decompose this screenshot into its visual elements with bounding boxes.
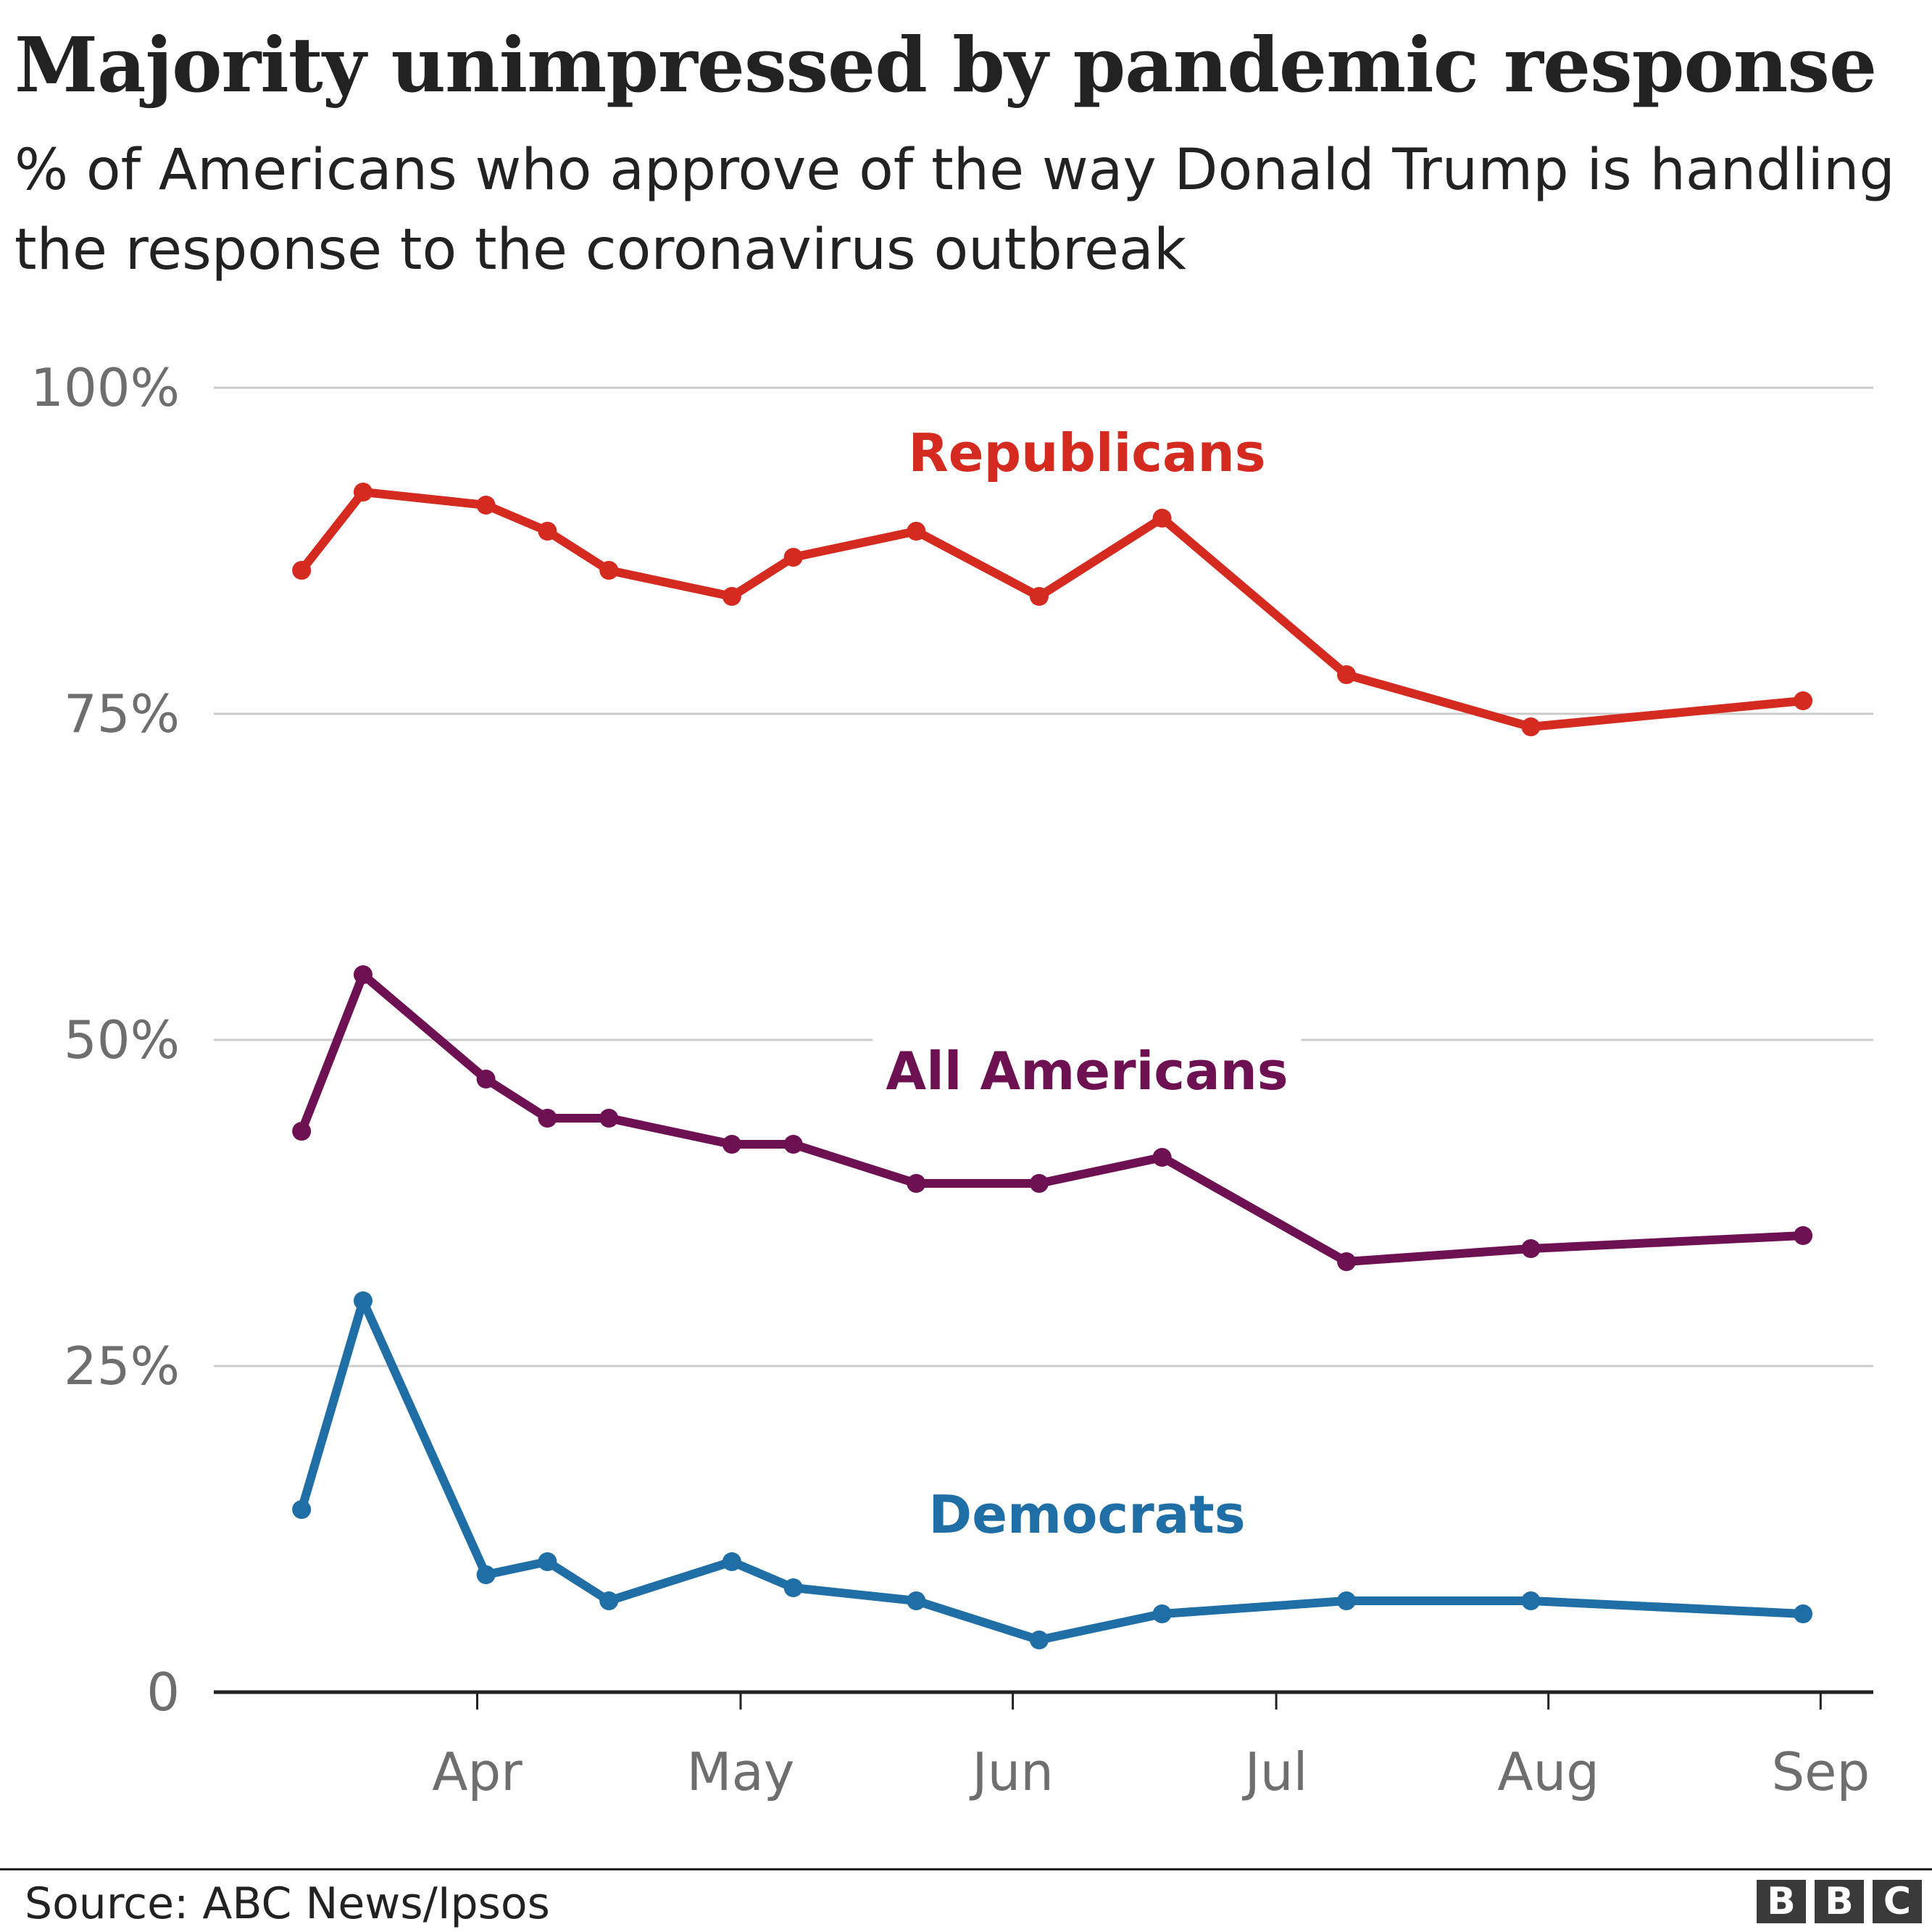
- data-point-all-americans-2020-06-18: [1152, 1148, 1172, 1167]
- series-label-background-republicans: [895, 418, 1279, 488]
- x-tick-label-apr: Apr: [432, 1741, 522, 1802]
- data-point-all-americans-2020-04-16: [599, 1109, 619, 1128]
- data-point-democrats-2020-05-21: [907, 1591, 926, 1610]
- data-point-democrats-2020-03-19: [353, 1291, 372, 1310]
- series: [292, 483, 1813, 1649]
- data-point-democrats-2020-05-07: [783, 1578, 803, 1597]
- data-point-republicans-2020-07-30: [1521, 717, 1541, 736]
- data-point-all-americans-2020-08-30: [1794, 1226, 1813, 1245]
- x-tick-label-aug: Aug: [1497, 1741, 1599, 1802]
- data-point-republicans-2020-03-12: [292, 561, 312, 580]
- data-point-republicans-2020-06-18: [1152, 509, 1172, 528]
- bbc-logo-letter-b1: B: [1757, 1880, 1806, 1923]
- y-tick-label-75: 75%: [64, 683, 180, 744]
- data-point-all-americans-2020-07-09: [1337, 1252, 1357, 1271]
- data-point-republicans-2020-04-09: [538, 522, 557, 541]
- data-point-democrats-2020-06-04: [1029, 1631, 1049, 1649]
- series-labels: Republicans All Americans Democrats: [873, 418, 1302, 1550]
- data-point-republicans-2020-08-30: [1794, 691, 1813, 710]
- data-point-democrats-2020-06-18: [1152, 1604, 1172, 1623]
- series-line-all-americans: [297, 970, 1808, 1266]
- data-point-republicans-2020-04-02: [476, 496, 496, 515]
- series-republicans: [292, 483, 1813, 736]
- x-tick-label-jun: Jun: [969, 1741, 1054, 1802]
- data-point-republicans-2020-05-07: [783, 548, 803, 567]
- line-chart: 0 25% 50% 75% 100% Apr May Jun Jul Aug Sep Republ…: [30, 357, 1873, 1802]
- series-label-republicans: Republicans: [908, 422, 1265, 483]
- series-label-all-americans: All Americans: [886, 1041, 1288, 1102]
- y-tick-label-0: 0: [146, 1662, 180, 1723]
- data-point-democrats-2020-04-02: [476, 1565, 496, 1584]
- data-point-democrats-2020-04-16: [599, 1591, 619, 1610]
- y-tick-label-50: 50%: [64, 1009, 180, 1070]
- data-point-republicans-2020-06-04: [1029, 587, 1049, 606]
- gridlines: [214, 386, 1873, 1367]
- series-label-background-all-americans: [873, 1036, 1302, 1107]
- data-point-all-americans-2020-04-30: [722, 1135, 741, 1154]
- data-point-all-americans-2020-05-07: [783, 1135, 803, 1154]
- source-note: Source: ABC News/Ipsos: [25, 1878, 550, 1929]
- y-axis-ticks: 0 25% 50% 75% 100%: [30, 357, 180, 1723]
- data-point-democrats-2020-04-09: [538, 1552, 557, 1571]
- chart-title: Majority unimpressed by pandemic respons…: [14, 20, 1877, 109]
- bbc-logo-letter-c: C: [1873, 1880, 1922, 1923]
- data-point-republicans-2020-04-30: [722, 587, 741, 606]
- y-tick-label-100: 100%: [30, 357, 180, 418]
- data-point-all-americans-2020-03-12: [292, 1122, 312, 1141]
- series-democrats: [292, 1291, 1813, 1649]
- bbc-logo-letter-b2: B: [1815, 1880, 1864, 1923]
- series-all-americans: [292, 965, 1813, 1271]
- data-point-all-americans-2020-07-30: [1521, 1239, 1541, 1258]
- y-tick-label-25: 25%: [64, 1336, 180, 1396]
- data-point-democrats-2020-08-30: [1794, 1604, 1813, 1623]
- x-tick-label-may: May: [687, 1741, 795, 1802]
- series-line-democrats: [297, 1296, 1808, 1644]
- footer-divider: [0, 1868, 1932, 1870]
- data-point-all-americans-2020-05-21: [907, 1174, 926, 1193]
- data-point-republicans-2020-04-16: [599, 561, 619, 580]
- data-point-democrats-2020-07-09: [1337, 1591, 1357, 1610]
- bbc-logo: B B C: [1757, 1880, 1922, 1923]
- data-point-republicans-2020-03-19: [353, 483, 372, 501]
- data-point-all-americans-2020-04-02: [476, 1070, 496, 1088]
- series-line-republicans: [297, 488, 1808, 731]
- data-point-democrats-2020-03-12: [292, 1500, 312, 1519]
- data-point-all-americans-2020-03-19: [353, 965, 372, 984]
- data-point-all-americans-2020-06-04: [1029, 1174, 1049, 1193]
- series-label-background-democrats: [915, 1480, 1259, 1550]
- data-point-democrats-2020-07-30: [1521, 1591, 1541, 1610]
- data-point-republicans-2020-05-21: [907, 522, 926, 541]
- data-point-republicans-2020-07-09: [1337, 665, 1357, 684]
- x-axis-ticks: Apr May Jun Jul Aug Sep: [432, 1692, 1870, 1802]
- data-point-all-americans-2020-04-09: [538, 1109, 557, 1128]
- data-point-democrats-2020-04-30: [722, 1552, 741, 1571]
- x-tick-label-jul: Jul: [1242, 1741, 1308, 1802]
- chart-subtitle: % of Americans who approve of the way Do…: [14, 138, 1895, 283]
- x-tick-label-sep: Sep: [1771, 1741, 1870, 1802]
- series-label-democrats: Democrats: [928, 1484, 1245, 1545]
